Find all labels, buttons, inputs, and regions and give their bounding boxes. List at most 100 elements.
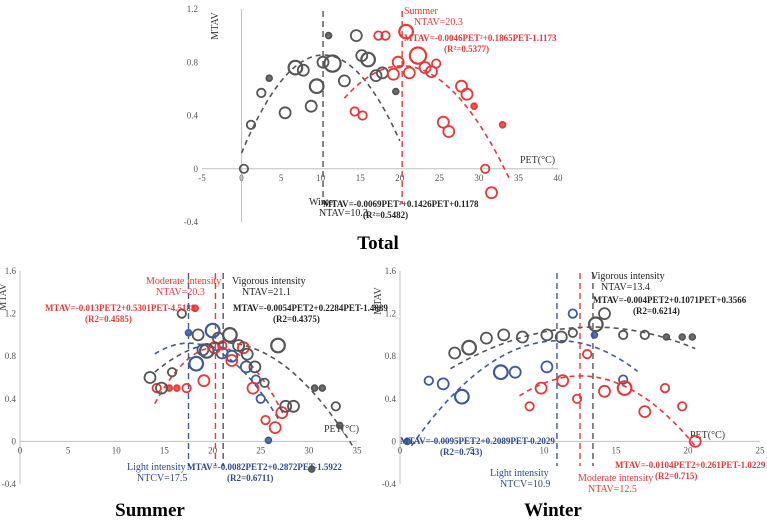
data-point — [270, 337, 286, 354]
data-point — [304, 99, 318, 113]
data-point — [678, 333, 686, 341]
data-point — [386, 67, 400, 81]
data-point — [255, 393, 266, 404]
data-point — [337, 74, 351, 88]
data-point — [431, 58, 442, 69]
y-tick-label: -0.4 — [2, 479, 17, 489]
x-tick-label: 10 — [316, 173, 326, 183]
data-point — [278, 106, 292, 120]
data-point — [460, 87, 474, 101]
x-tick-label: 30 — [474, 173, 484, 183]
y-tick-label: 0 — [392, 436, 397, 446]
chart-caption: Summer — [115, 500, 185, 521]
data-point — [324, 31, 333, 40]
data-point — [391, 55, 405, 69]
data-point — [590, 331, 599, 339]
data-point — [310, 384, 319, 392]
data-point — [540, 360, 554, 374]
annotation-text: NTAV=13.4 — [601, 282, 650, 293]
annotation-text: Summer — [404, 6, 439, 17]
x-tick-label: 15 — [160, 445, 170, 455]
data-point — [639, 329, 650, 340]
data-point — [239, 360, 253, 374]
annotation-text: NTAV=10.3 — [319, 208, 368, 219]
x-tick-label: 10 — [540, 445, 550, 455]
data-point — [349, 106, 360, 117]
chart-winter: 0 5 10 15 20 25 -0.4 0 0.4 0.8 1.2 1.6 PET(°C) MTAV Vi… — [373, 266, 766, 521]
annotation-text: Vigorous intensity — [591, 271, 665, 282]
data-point — [232, 339, 246, 352]
chart-summer: 0 5 10 15 20 25 30 35-0.400.40.81.21.6PET(°C)MT… — [0, 266, 388, 521]
data-point — [598, 384, 611, 398]
data-point — [618, 374, 629, 385]
data-point — [155, 381, 168, 395]
x-tick-label: 40 — [554, 173, 564, 183]
data-point — [316, 55, 330, 69]
annotation-text: MTAV=-0.0069PET²+0.1426PET+0.1178 — [323, 199, 479, 209]
data-point — [470, 102, 478, 110]
data-point — [240, 347, 254, 361]
annotation-text: NTAV=21.1 — [242, 287, 291, 298]
y-tick-label: 1.2 — [5, 309, 16, 319]
annotation-text: (R2=0.715) — [655, 471, 697, 481]
data-point — [556, 374, 570, 388]
annotation-text: MTAV=-0.004PET2+0.1071PET+0.3566 — [593, 295, 747, 305]
data-point — [567, 308, 578, 319]
data-point — [256, 87, 267, 99]
data-point — [391, 87, 400, 96]
annotation-text: Light intensity — [127, 462, 186, 473]
annotation-text: Moderate intensity — [146, 276, 221, 287]
y-tick-label: -0.4 — [184, 217, 199, 227]
data-point — [264, 436, 273, 445]
chart-total: -5 0 5 10 15 20 25 30 35 40-0.400.40.81.2PET(°C)M… — [184, 4, 563, 254]
data-point — [318, 384, 327, 392]
x-tick-label: 5 — [279, 173, 284, 183]
annotation-text: Vigorous intensity — [232, 276, 306, 287]
data-point — [424, 65, 438, 78]
annotation-text: (R2=0.6711) — [227, 473, 273, 483]
y-tick-label: 0.8 — [187, 57, 199, 67]
annotation-text: NTAV=20.3 — [414, 17, 463, 28]
data-point — [688, 434, 702, 448]
x-tick-label: 25 — [756, 445, 766, 455]
data-point — [191, 328, 205, 342]
data-point — [498, 121, 507, 129]
data-point — [582, 348, 593, 360]
annotation-text: Winter — [309, 197, 337, 208]
y-tick-label: 0.4 — [187, 111, 199, 121]
data-point — [287, 59, 304, 76]
x-tick-label: 20 — [395, 173, 405, 183]
annotation-text: NTAV=20.3 — [156, 287, 205, 298]
data-point — [616, 380, 633, 397]
data-point — [688, 333, 697, 341]
data-point — [380, 30, 391, 41]
data-point — [403, 437, 412, 446]
data-point — [497, 328, 511, 342]
data-point — [485, 186, 498, 200]
data-point — [259, 377, 270, 388]
chart-caption: Total — [357, 233, 399, 254]
data-point — [197, 374, 211, 388]
data-point — [508, 365, 522, 379]
data-point — [238, 163, 249, 174]
y-tick-label: 0 — [194, 164, 199, 174]
data-point — [408, 46, 428, 65]
y-tick-label: 0.8 — [5, 351, 17, 361]
annotation-text: NTAV=12.5 — [588, 484, 637, 495]
annotation-text: Light intensity — [490, 468, 549, 479]
y-tick-label: 0.4 — [5, 394, 17, 404]
fit-curve — [410, 339, 639, 447]
x-tick-label: 5 — [470, 445, 475, 455]
y-tick-label: 1.6 — [385, 266, 397, 276]
data-point — [360, 51, 377, 68]
data-point — [567, 327, 578, 338]
y-tick-label: 1.2 — [385, 309, 396, 319]
annotation-text: MTAV=-0.0046PET²+0.1865PET-1.1173 — [404, 33, 557, 43]
y-axis-label: MTAV — [210, 12, 221, 40]
data-point — [402, 66, 416, 80]
data-point — [524, 401, 535, 412]
annotation-text: NTCV=17.5 — [137, 473, 187, 484]
data-point — [225, 349, 239, 363]
data-point — [436, 115, 450, 129]
